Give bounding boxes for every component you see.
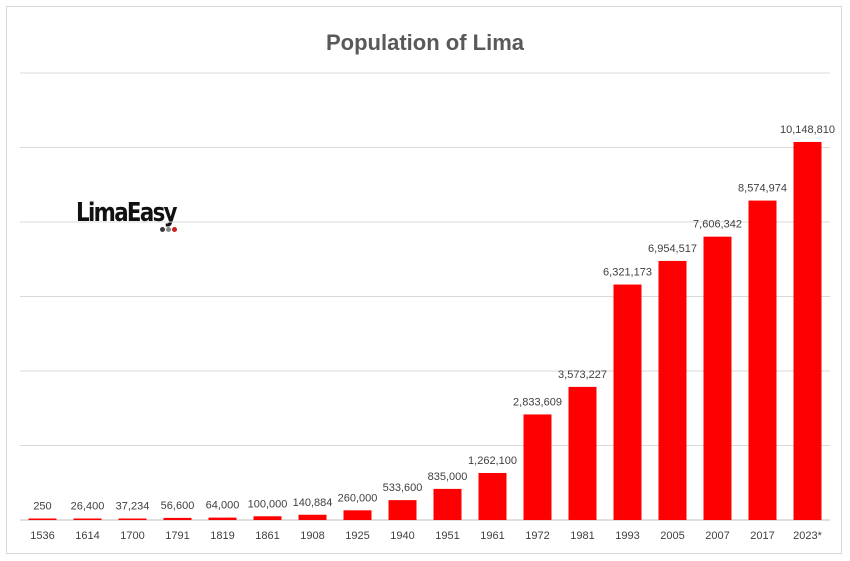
data-label: 1,262,100 [468, 455, 517, 467]
data-label: 6,321,173 [603, 267, 652, 279]
bar [298, 514, 327, 520]
logo-dot [166, 227, 171, 232]
data-label: 140,884 [293, 497, 333, 509]
data-label: 7,606,342 [693, 219, 742, 231]
data-label: 250 [33, 501, 51, 513]
data-label: 533,600 [383, 482, 423, 494]
x-tick-label: 1908 [300, 530, 324, 542]
x-tick-label: 1819 [210, 530, 234, 542]
bar [73, 518, 102, 520]
logo-dot [172, 227, 177, 232]
data-label: 260,000 [338, 492, 378, 504]
x-tick-label: 1791 [165, 530, 189, 542]
logo-dot [160, 227, 165, 232]
bar [208, 517, 237, 520]
x-tick-label: 1861 [255, 530, 279, 542]
bar [478, 472, 507, 520]
x-tick-label: 1961 [480, 530, 504, 542]
bar [388, 500, 417, 520]
data-label: 100,000 [248, 498, 288, 510]
x-tick-label: 2023* [793, 530, 822, 542]
x-tick-label: 1700 [120, 530, 144, 542]
bar [568, 386, 597, 520]
bar [343, 510, 372, 520]
bar [163, 517, 192, 520]
x-tick-label: 1981 [570, 530, 594, 542]
data-label: 6,954,517 [648, 243, 697, 255]
data-label: 64,000 [206, 500, 240, 512]
chart-frame [6, 6, 842, 554]
bar [118, 518, 147, 520]
x-tick-label: 2007 [705, 530, 729, 542]
x-tick-label: 1536 [30, 530, 54, 542]
bar [703, 236, 732, 520]
bar [253, 516, 282, 520]
x-tick-label: 1951 [435, 530, 459, 542]
bar [433, 488, 462, 520]
data-label: 2,833,609 [513, 396, 562, 408]
x-tick-label: 1972 [525, 530, 549, 542]
bar [613, 284, 642, 520]
bar [793, 141, 822, 520]
x-tick-label: 1925 [345, 530, 369, 542]
x-tick-label: 1614 [75, 530, 99, 542]
x-tick-label: 1940 [390, 530, 414, 542]
bar [523, 414, 552, 520]
data-label: 56,600 [161, 500, 195, 512]
bar [748, 200, 777, 520]
bar [658, 260, 687, 520]
data-label: 26,400 [71, 501, 105, 513]
data-label: 37,234 [116, 501, 150, 513]
data-label: 835,000 [428, 471, 468, 483]
data-label: 8,574,974 [738, 183, 787, 195]
chart-title: Population of Lima [326, 30, 524, 55]
logo-dots [160, 219, 178, 237]
x-tick-label: 2005 [660, 530, 684, 542]
x-tick-label: 1993 [615, 530, 639, 542]
data-label: 10,148,810 [780, 124, 835, 136]
limaeasy-logo: LimaEasy [76, 198, 178, 228]
x-tick-label: 2017 [750, 530, 774, 542]
bar [28, 518, 57, 520]
data-label: 3,573,227 [558, 369, 607, 381]
